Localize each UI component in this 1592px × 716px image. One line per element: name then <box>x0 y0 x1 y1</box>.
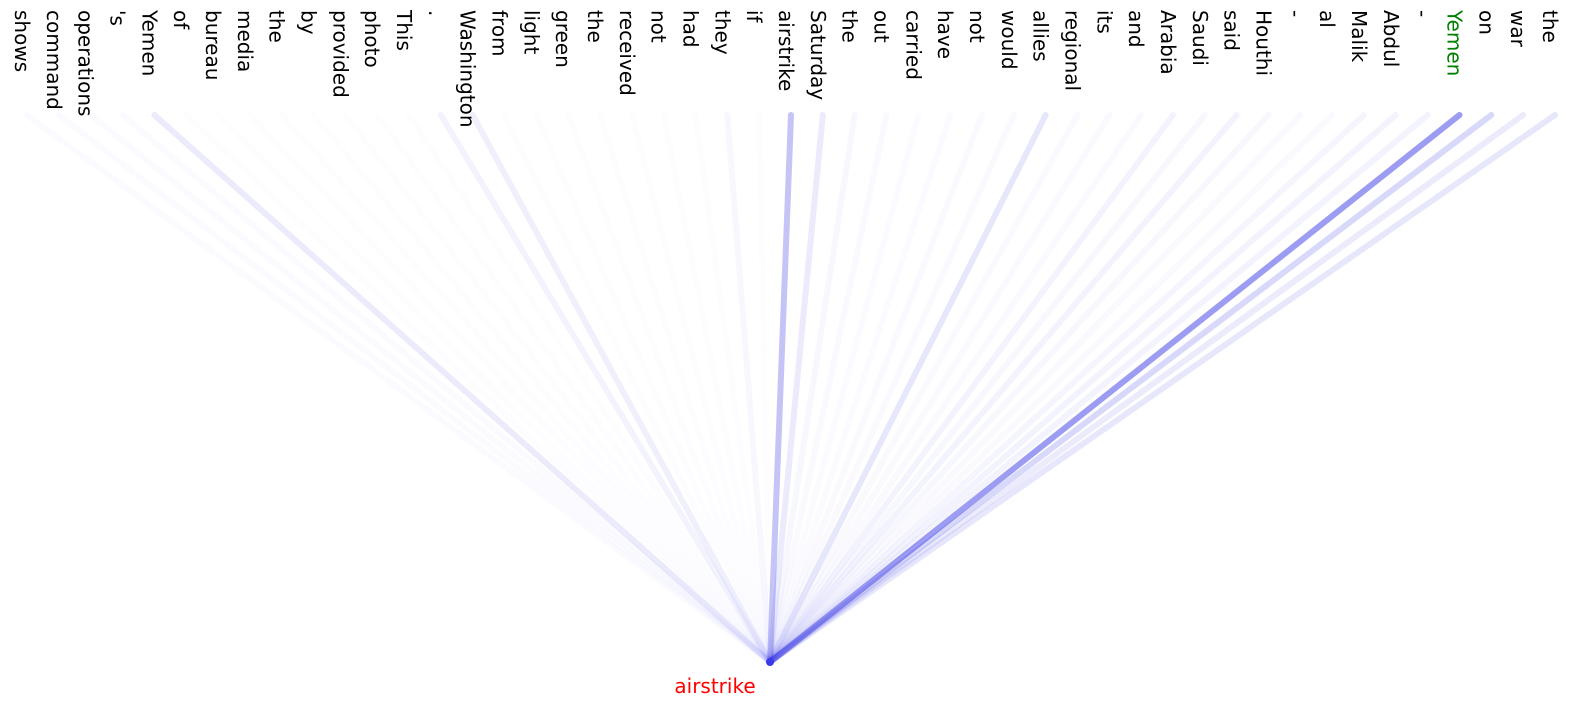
token-word: - <box>1411 10 1435 17</box>
token-word: received <box>615 10 639 96</box>
attention-line <box>767 112 1527 665</box>
token-word: they <box>710 10 734 55</box>
attention-line <box>767 112 1495 665</box>
attention-line <box>767 112 1431 665</box>
attention-line <box>767 112 1272 665</box>
attention-line <box>437 112 773 665</box>
token-word: the <box>1538 10 1562 43</box>
attention-line <box>770 115 1332 662</box>
attention-line <box>151 112 773 665</box>
attention-line <box>767 112 1240 665</box>
token-word: 's <box>106 10 130 26</box>
token-word: Arabia <box>1156 10 1180 75</box>
token-word: Washington <box>456 10 480 128</box>
target-node <box>766 658 774 666</box>
token-word: of <box>169 10 193 30</box>
attention-line <box>767 112 1463 665</box>
token-word: had <box>679 10 703 48</box>
attention-line <box>767 112 794 665</box>
token-word: photo <box>360 10 384 68</box>
attention-line <box>767 112 1049 665</box>
token-word: its <box>1092 10 1116 34</box>
attention-line <box>770 115 1300 662</box>
attention-line <box>767 112 1399 665</box>
token-word: . <box>424 10 448 16</box>
token-word: would <box>997 10 1021 70</box>
token-word: media <box>233 10 257 72</box>
token-word: war <box>1506 10 1530 48</box>
token-word: regional <box>1061 10 1085 91</box>
token-word: - <box>1283 10 1307 17</box>
token-word: Yemen <box>1443 9 1467 76</box>
token-word: not <box>647 10 671 43</box>
token-word: and <box>1124 10 1148 48</box>
token-word: This <box>392 9 416 51</box>
token-word: from <box>488 10 512 57</box>
attention-line <box>767 112 1208 665</box>
token-word: Yemen <box>137 9 161 76</box>
token-word: green <box>551 10 575 68</box>
attention-lines <box>123 112 1558 665</box>
attention-line <box>250 115 770 662</box>
token-word: not <box>965 10 989 43</box>
attention-line <box>123 115 771 662</box>
token-words: shows command operations's Yemen of bureau med… <box>10 9 1562 128</box>
token-word: operations <box>74 10 98 116</box>
token-word: on <box>1474 10 1498 35</box>
token-word: the <box>583 10 607 43</box>
attention-line <box>724 112 773 665</box>
token-word: the <box>265 10 289 43</box>
token-word: bureau <box>201 10 225 80</box>
token-word: provided <box>328 10 352 98</box>
attention-line <box>767 112 826 665</box>
token-word: said <box>1220 10 1244 51</box>
attention-line <box>767 112 858 665</box>
token-word: Houthi <box>1252 10 1276 76</box>
token-word: out <box>870 10 894 43</box>
attention-line <box>767 112 1367 665</box>
attention-line <box>282 115 770 662</box>
token-word: allies <box>1029 10 1053 62</box>
token-word: light <box>519 10 543 54</box>
token-word: have <box>933 10 957 59</box>
token-word: Saturday <box>806 10 830 100</box>
token-word: airstrike <box>774 10 798 91</box>
attention-line <box>770 115 1109 662</box>
token-word: if <box>742 10 766 24</box>
target-word: airstrike <box>674 674 755 698</box>
token-word: Saudi <box>1188 10 1212 66</box>
token-word: Abdul <box>1379 10 1403 67</box>
token-word: by <box>297 10 321 35</box>
token-word: the <box>838 10 862 43</box>
token-word: shows <box>10 10 34 72</box>
attention-line <box>469 112 773 665</box>
token-word: Malik <box>1347 10 1371 63</box>
attention-line <box>767 112 1176 665</box>
attention-line <box>767 112 1558 665</box>
token-word: al <box>1315 10 1339 28</box>
token-word: command <box>42 10 66 110</box>
token-word: carried <box>901 10 925 80</box>
